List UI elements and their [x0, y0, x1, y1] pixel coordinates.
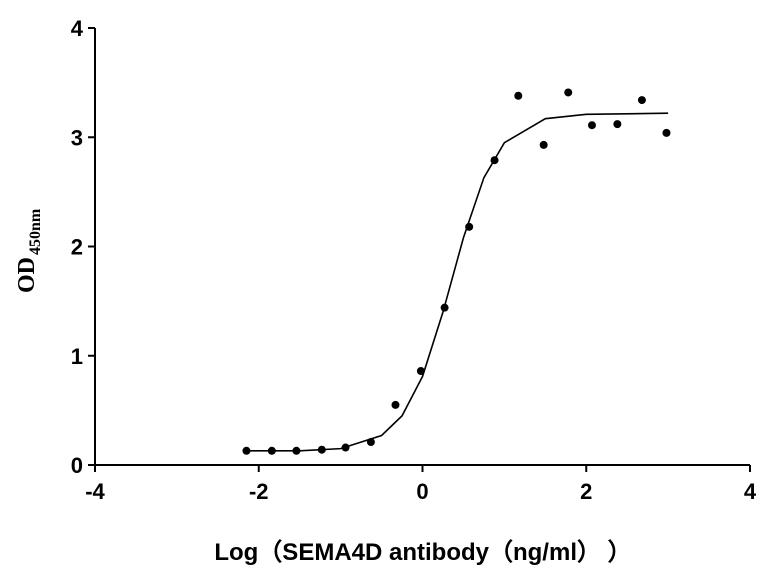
y-axis-subscript: 450nm — [27, 208, 44, 255]
x-tick-label: 4 — [744, 479, 757, 504]
y-tick-label: 2 — [71, 235, 83, 260]
x-axis-title: Log（SEMA4D antibody（ng/ml） ） — [214, 539, 631, 566]
y-tick-label: 0 — [71, 453, 83, 478]
data-point — [391, 400, 400, 409]
data-point — [514, 91, 523, 100]
y-tick-label: 4 — [71, 16, 84, 41]
y-axis-title-group: OD 450nm — [14, 208, 44, 293]
data-point — [539, 140, 548, 149]
x-tick-label: 0 — [416, 479, 428, 504]
x-tick-label: -4 — [85, 479, 105, 504]
data-point — [637, 96, 646, 105]
y-axis-title: OD — [14, 257, 40, 293]
data-point — [662, 128, 671, 137]
data-point — [587, 121, 596, 130]
data-point — [613, 120, 622, 129]
y-tick-label: 3 — [71, 125, 83, 150]
fit-curve — [246, 112, 669, 452]
data-point — [564, 88, 573, 97]
x-tick-label: 2 — [580, 479, 592, 504]
y-tick-label: 1 — [71, 344, 83, 369]
x-tick-label: -2 — [249, 479, 269, 504]
